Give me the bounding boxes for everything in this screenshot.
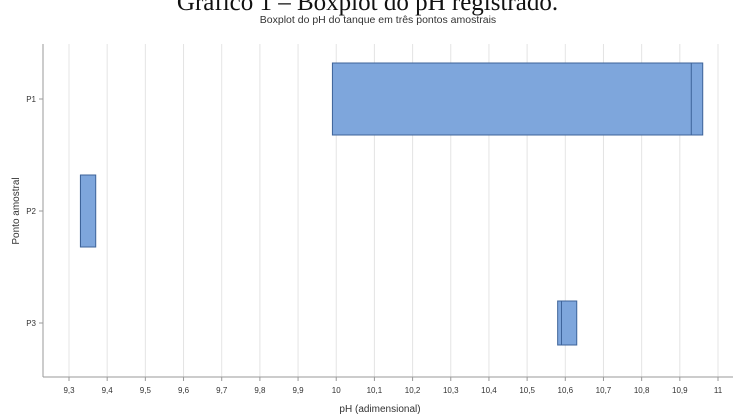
x-tick-label: 10,6 (558, 386, 574, 395)
x-tick-label: 9,9 (292, 386, 304, 395)
box-p3 (557, 300, 578, 346)
x-tick-label: 10 (332, 386, 341, 395)
y-tick-label: P3 (26, 319, 36, 328)
y-axis-label: Ponto amostral (11, 177, 22, 244)
x-tick-label: 10,5 (519, 386, 535, 395)
box-body (331, 62, 704, 136)
x-tick-label: 9,7 (216, 386, 228, 395)
figure-caption-heading: Gráfico 1 – Boxplot do pH registrado. (176, 0, 559, 16)
box-p1 (331, 62, 704, 136)
x-tick-label: 9,5 (140, 386, 152, 395)
x-tick-label: 9,4 (102, 386, 114, 395)
x-tick-label: 10,3 (443, 386, 459, 395)
y-tick-label: P2 (26, 207, 36, 216)
boxes (79, 62, 704, 346)
x-tick-label: 10,4 (481, 386, 497, 395)
x-tick-label: 9,8 (254, 386, 266, 395)
y-tick-label: P1 (26, 95, 36, 104)
x-tick-label: 10,9 (672, 386, 688, 395)
x-tick-label: 9,3 (63, 386, 75, 395)
box-p2 (79, 174, 97, 248)
x-tick-label: 10,8 (634, 386, 650, 395)
box-body (79, 174, 97, 248)
box-body (557, 300, 578, 346)
x-tick-label: 11 (714, 386, 723, 395)
x-tick-label: 10,7 (596, 386, 612, 395)
x-tick-label: 9,6 (178, 386, 190, 395)
chart-title: Boxplot do pH do tanque em três pontos a… (260, 14, 496, 26)
x-tick-label: 10,1 (367, 386, 383, 395)
x-axis-label: pH (adimensional) (339, 404, 420, 415)
y-ticks: P1 P2 P3 (26, 95, 43, 328)
x-tick-label: 10,2 (405, 386, 421, 395)
x-ticks: 9,3 9,4 9,5 9,6 9,7 9,8 9,9 10 10,1 10,2 10,3 10,4 1… (63, 377, 723, 395)
